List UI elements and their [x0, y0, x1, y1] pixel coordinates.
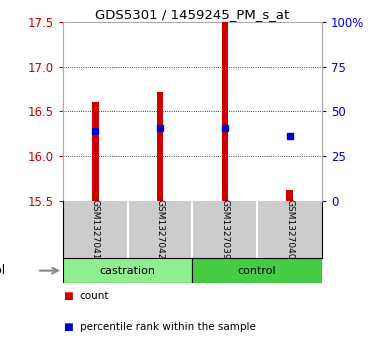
Text: ■: ■ [63, 291, 73, 301]
Text: castration: castration [100, 266, 156, 276]
Bar [92, 102, 98, 201]
Text: GSM1327040: GSM1327040 [285, 199, 294, 260]
Text: GSM1327042: GSM1327042 [155, 199, 165, 260]
Text: percentile rank within the sample: percentile rank within the sample [80, 322, 255, 332]
Bar [63, 258, 192, 283]
Bar [286, 190, 293, 201]
Text: GSM1327039: GSM1327039 [220, 199, 229, 260]
Text: control: control [238, 266, 276, 276]
Bar [222, 22, 228, 201]
Text: protocol: protocol [0, 264, 6, 277]
Bar [192, 258, 322, 283]
Text: GSM1327041: GSM1327041 [91, 199, 100, 260]
Bar [157, 91, 163, 201]
Text: count: count [80, 291, 109, 301]
Title: GDS5301 / 1459245_PM_s_at: GDS5301 / 1459245_PM_s_at [95, 8, 289, 21]
Text: ■: ■ [63, 322, 73, 332]
